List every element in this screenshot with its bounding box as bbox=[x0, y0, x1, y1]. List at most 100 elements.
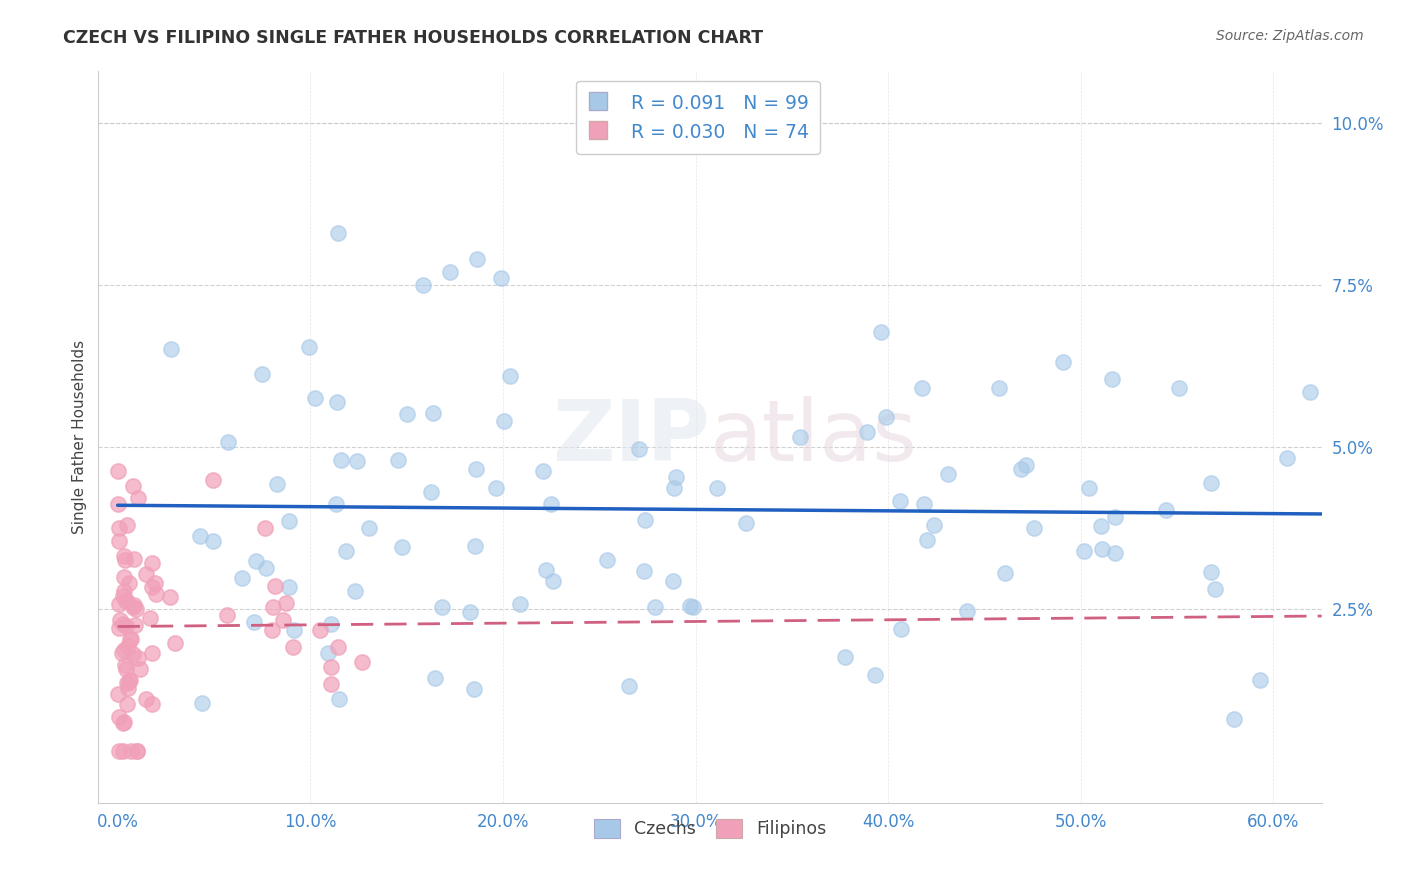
Point bbox=[1204, 582, 1226, 597]
Point bbox=[231, 571, 253, 585]
Point bbox=[387, 453, 409, 467]
Point bbox=[458, 606, 481, 620]
Point bbox=[263, 579, 285, 593]
Point bbox=[465, 462, 488, 476]
Point bbox=[217, 434, 239, 449]
Text: Source: ZipAtlas.com: Source: ZipAtlas.com bbox=[1216, 29, 1364, 43]
Point bbox=[536, 563, 558, 577]
Point bbox=[335, 543, 357, 558]
Text: ZIP: ZIP bbox=[553, 395, 710, 479]
Point bbox=[531, 464, 554, 478]
Point bbox=[283, 623, 305, 637]
Point bbox=[1073, 544, 1095, 558]
Point bbox=[439, 265, 461, 279]
Point bbox=[1104, 510, 1126, 524]
Point bbox=[596, 552, 619, 566]
Point bbox=[319, 660, 342, 674]
Point bbox=[114, 662, 136, 676]
Point bbox=[112, 583, 135, 598]
Point bbox=[509, 597, 531, 611]
Point bbox=[463, 681, 485, 696]
Point bbox=[319, 617, 342, 632]
Point bbox=[112, 643, 135, 657]
Point bbox=[274, 596, 297, 610]
Point bbox=[114, 552, 136, 566]
Point bbox=[108, 744, 131, 758]
Point bbox=[706, 481, 728, 495]
Point bbox=[321, 677, 343, 691]
Point bbox=[917, 533, 939, 547]
Point bbox=[357, 521, 380, 535]
Point bbox=[124, 618, 146, 632]
Point bbox=[122, 600, 145, 615]
Point bbox=[107, 464, 129, 478]
Point bbox=[114, 619, 136, 633]
Point bbox=[1223, 712, 1246, 726]
Text: atlas: atlas bbox=[710, 395, 918, 479]
Point bbox=[117, 681, 139, 695]
Point bbox=[489, 271, 512, 285]
Point bbox=[120, 744, 142, 758]
Point bbox=[111, 715, 134, 730]
Point bbox=[141, 557, 163, 571]
Point bbox=[112, 549, 135, 564]
Point bbox=[125, 744, 148, 758]
Point bbox=[118, 673, 141, 688]
Point bbox=[1299, 384, 1322, 399]
Point bbox=[114, 715, 136, 730]
Point bbox=[111, 589, 134, 603]
Point bbox=[485, 481, 508, 495]
Point bbox=[250, 367, 273, 381]
Point bbox=[665, 470, 688, 484]
Point bbox=[139, 610, 162, 624]
Point bbox=[191, 696, 214, 710]
Point bbox=[107, 597, 129, 611]
Point bbox=[422, 406, 444, 420]
Point bbox=[395, 407, 418, 421]
Point bbox=[936, 467, 959, 482]
Point bbox=[419, 485, 441, 500]
Point bbox=[863, 668, 886, 682]
Point bbox=[202, 534, 225, 549]
Legend: Czechs, Filipinos: Czechs, Filipinos bbox=[586, 812, 834, 846]
Point bbox=[112, 570, 135, 584]
Point bbox=[107, 521, 129, 535]
Point bbox=[143, 575, 166, 590]
Point bbox=[304, 391, 326, 405]
Point bbox=[352, 655, 374, 669]
Point bbox=[423, 671, 446, 685]
Point bbox=[617, 679, 640, 693]
Y-axis label: Single Father Households: Single Father Households bbox=[72, 340, 87, 534]
Point bbox=[325, 497, 347, 511]
Point bbox=[1077, 481, 1099, 495]
Point bbox=[412, 277, 434, 292]
Point bbox=[125, 744, 148, 758]
Point bbox=[1022, 520, 1045, 534]
Point bbox=[159, 591, 181, 605]
Point bbox=[326, 226, 349, 240]
Point bbox=[117, 640, 139, 654]
Point bbox=[956, 604, 979, 618]
Point bbox=[271, 613, 294, 627]
Point bbox=[117, 697, 139, 711]
Point bbox=[125, 602, 148, 616]
Point bbox=[834, 649, 856, 664]
Point bbox=[540, 497, 562, 511]
Point bbox=[789, 429, 811, 443]
Point bbox=[662, 481, 685, 495]
Point bbox=[1104, 545, 1126, 559]
Point bbox=[108, 710, 131, 724]
Point bbox=[278, 514, 301, 528]
Point bbox=[118, 632, 141, 646]
Point bbox=[117, 517, 139, 532]
Point bbox=[202, 473, 225, 487]
Point bbox=[108, 533, 131, 548]
Point bbox=[127, 491, 149, 505]
Point bbox=[679, 599, 702, 613]
Point bbox=[122, 648, 145, 662]
Point bbox=[262, 623, 284, 637]
Point bbox=[283, 640, 305, 654]
Point bbox=[856, 425, 879, 439]
Point bbox=[298, 340, 321, 354]
Point bbox=[141, 646, 163, 660]
